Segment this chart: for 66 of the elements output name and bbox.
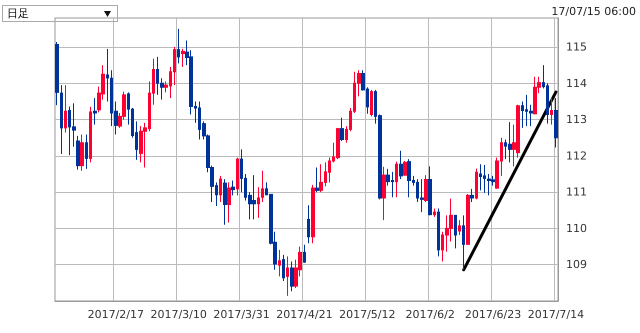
- x-tick-label: 2017/3/10: [150, 308, 207, 321]
- candlestick: [290, 260, 294, 292]
- candlestick: [93, 98, 97, 126]
- candlestick: [403, 160, 407, 176]
- candlestick: [458, 220, 461, 236]
- candlestick: [80, 134, 84, 172]
- candlestick: [85, 134, 88, 170]
- candlestick: [407, 158, 411, 198]
- candlestick: [462, 214, 465, 270]
- candlestick: [424, 174, 428, 202]
- candlestick: [454, 214, 457, 249]
- candlestick: [554, 98, 558, 148]
- candlestick: [252, 174, 256, 220]
- candlestick: [257, 186, 260, 218]
- candlestick: [315, 166, 319, 193]
- candlestick: [420, 178, 424, 213]
- candlestick: [433, 208, 436, 218]
- candlestick: [181, 48, 185, 68]
- candlestick: [399, 150, 403, 180]
- candlestick: [466, 193, 470, 246]
- candlestick: [479, 164, 482, 191]
- y-tick-label: 115: [566, 40, 587, 54]
- candlestick: [236, 157, 239, 196]
- candlestick: [278, 249, 281, 277]
- candlestick: [64, 84, 67, 134]
- x-tick-label: 2017/2/17: [88, 308, 144, 321]
- candlestick: [231, 180, 235, 196]
- candlestick: [340, 117, 344, 142]
- candlestick: [382, 166, 386, 221]
- candlestick: [475, 168, 478, 200]
- dropdown: 日足: [2, 5, 118, 22]
- x-tick-label: 2017/3/31: [213, 308, 270, 321]
- y-tick-label: 114: [566, 76, 587, 90]
- candlestick: [370, 89, 373, 117]
- candlestick: [319, 164, 323, 193]
- candlestick: [470, 188, 474, 202]
- candlestick: [219, 175, 222, 202]
- candlestick: [89, 106, 92, 163]
- x-tick-label: 2017/7/14: [528, 308, 584, 321]
- candlestick: [395, 161, 398, 198]
- y-tick-label: 113: [566, 113, 587, 126]
- candlestick: [336, 127, 340, 160]
- candlestick: [261, 170, 264, 202]
- y-tick-label: 110: [566, 222, 587, 235]
- candlestick: [177, 28, 180, 64]
- x-tick-label: 2017/6/2: [405, 308, 455, 321]
- candlestick: [307, 204, 310, 244]
- candlestick: [311, 184, 315, 244]
- candlestick: [437, 208, 440, 257]
- text: 17/07/15 06:00: [551, 5, 636, 18]
- candlestick: [428, 166, 432, 216]
- candlestick: [223, 178, 227, 226]
- candlestick: [533, 76, 537, 116]
- y-tick-label: 111: [566, 186, 587, 199]
- x-tick-label: 2017/4/21: [276, 308, 333, 321]
- candlestick: [282, 254, 285, 282]
- y-tick-label: 109: [566, 258, 587, 272]
- x-tick-label: 2017/6/23: [464, 308, 522, 321]
- y-tick-label: 112: [566, 149, 587, 162]
- candlestick: [508, 122, 512, 163]
- candlestick: [303, 244, 306, 264]
- candlestick: [286, 256, 289, 296]
- x-tick-label: 2017/5/12: [339, 308, 396, 321]
- candlestick: [227, 182, 231, 224]
- candlestick: [550, 98, 553, 126]
- candlestick: [76, 135, 80, 170]
